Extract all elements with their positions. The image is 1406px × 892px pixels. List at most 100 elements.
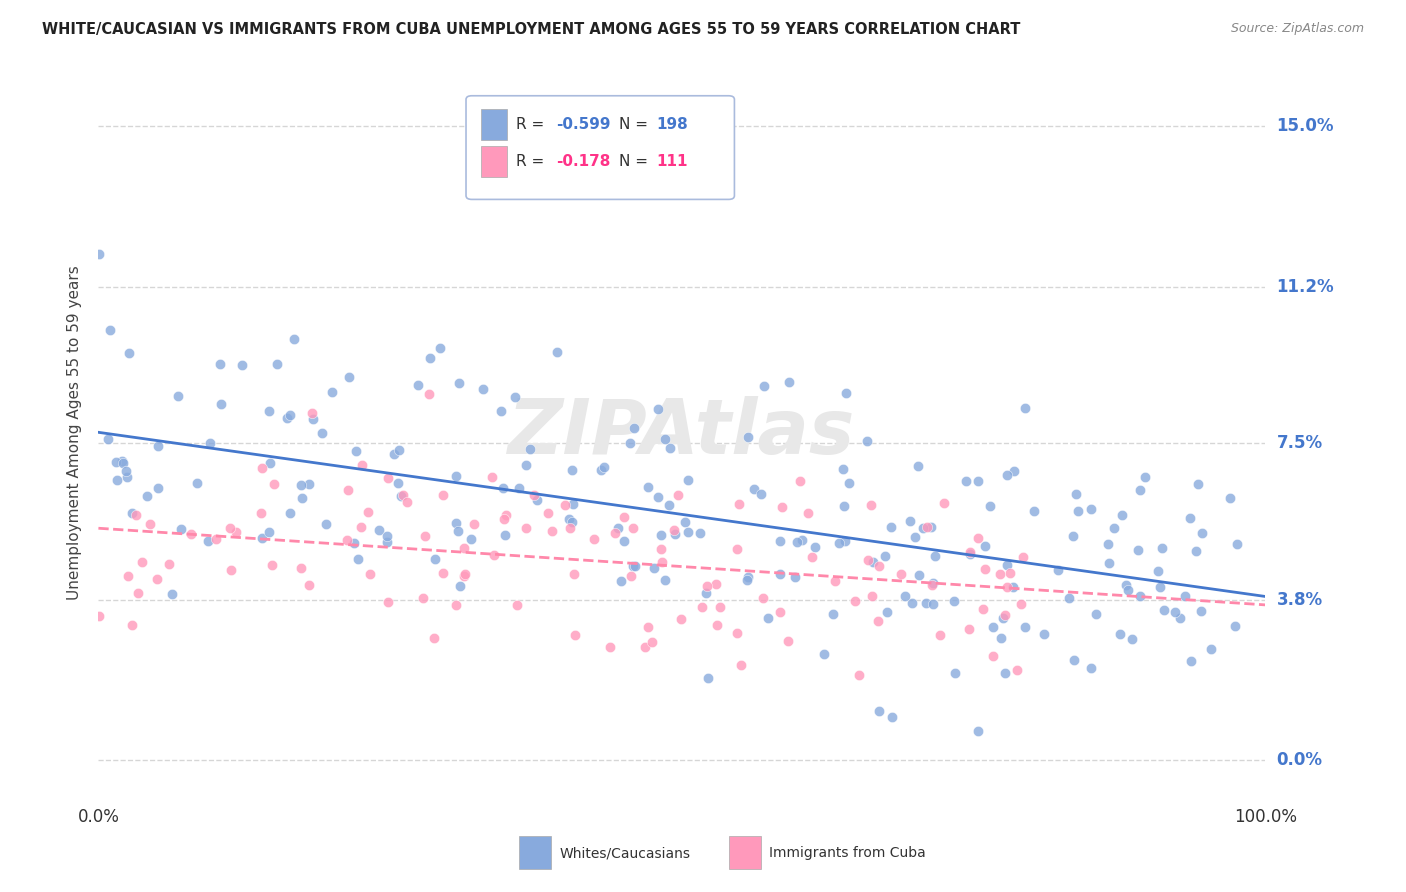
Point — [343, 535, 366, 549]
Point — [662, 523, 685, 537]
Text: -0.599: -0.599 — [555, 117, 610, 132]
Point — [882, 709, 904, 723]
Point — [197, 534, 219, 549]
Point — [1104, 521, 1126, 535]
Point — [167, 389, 190, 403]
Point — [125, 508, 148, 523]
Point — [367, 523, 389, 537]
Point — [1185, 544, 1208, 558]
Point — [981, 648, 1004, 663]
Point — [737, 573, 759, 587]
Point — [995, 558, 1018, 572]
Text: N =: N = — [619, 117, 652, 132]
Point — [749, 487, 772, 501]
Point — [995, 468, 1018, 483]
Bar — [728, 836, 761, 870]
Point — [209, 397, 232, 411]
Point — [541, 524, 564, 539]
Point — [1014, 401, 1036, 415]
Point — [382, 447, 405, 461]
Point — [1057, 591, 1080, 605]
Point — [831, 462, 853, 476]
Point — [290, 477, 312, 491]
Text: R =: R = — [516, 117, 550, 132]
Point — [1046, 563, 1069, 577]
Point — [932, 496, 955, 510]
Point — [104, 455, 127, 469]
Point — [89, 608, 111, 623]
Point — [824, 574, 846, 588]
Point — [346, 444, 368, 458]
Point — [957, 622, 980, 636]
Point — [973, 539, 995, 553]
Point — [943, 666, 966, 681]
Point — [658, 498, 681, 512]
Point — [868, 704, 890, 718]
Point — [1115, 578, 1137, 592]
Point — [924, 549, 946, 563]
Point — [768, 534, 790, 549]
Point — [377, 595, 399, 609]
Point — [494, 528, 516, 542]
Point — [1126, 543, 1149, 558]
Point — [1011, 549, 1033, 564]
Point — [449, 579, 471, 593]
Point — [97, 432, 120, 446]
Point — [446, 516, 468, 531]
Point — [603, 525, 626, 540]
Point — [432, 488, 454, 502]
Point — [118, 346, 141, 360]
Point — [389, 489, 412, 503]
Point — [413, 529, 436, 543]
Point — [1149, 580, 1171, 594]
Point — [159, 557, 181, 571]
Point — [1002, 464, 1025, 478]
Point — [278, 409, 301, 423]
Point — [844, 594, 866, 608]
Point — [669, 612, 692, 626]
Point — [489, 404, 512, 418]
Point — [352, 458, 374, 472]
Point — [785, 570, 807, 584]
Bar — [519, 836, 551, 870]
Point — [250, 532, 273, 546]
Point — [1150, 541, 1173, 555]
Point — [359, 567, 381, 582]
Point — [315, 516, 337, 531]
Point — [834, 534, 856, 549]
Point — [1191, 526, 1213, 541]
Point — [558, 521, 581, 535]
Point — [205, 533, 228, 547]
Point — [706, 618, 728, 632]
Point — [859, 498, 882, 512]
Point — [900, 596, 922, 610]
Point — [637, 620, 659, 634]
Point — [651, 555, 673, 569]
Point — [219, 563, 242, 577]
Point — [463, 516, 485, 531]
Point — [706, 577, 728, 591]
Point — [391, 488, 413, 502]
Point — [87, 246, 110, 260]
Point — [321, 384, 343, 399]
Point — [613, 510, 636, 524]
Point — [621, 559, 644, 574]
Point — [471, 382, 494, 396]
Point — [481, 469, 503, 483]
Point — [346, 551, 368, 566]
Point — [148, 440, 170, 454]
Point — [637, 480, 659, 494]
Point — [160, 587, 183, 601]
Point — [460, 532, 482, 546]
Point — [621, 521, 644, 535]
Text: 15.0%: 15.0% — [1277, 117, 1334, 135]
Point — [259, 404, 281, 418]
Point — [1187, 477, 1209, 491]
Point — [915, 596, 938, 610]
Point — [554, 498, 576, 512]
Point — [186, 476, 208, 491]
Bar — [481, 109, 508, 140]
Text: Whites/Caucasians: Whites/Caucasians — [560, 847, 690, 860]
Point — [1080, 661, 1102, 675]
Point — [1225, 618, 1247, 632]
